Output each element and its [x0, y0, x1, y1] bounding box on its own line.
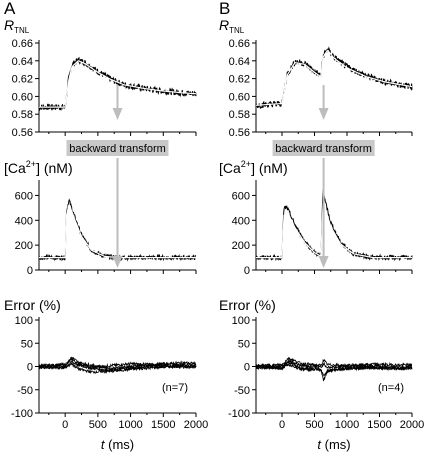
- y-tick-label: 0.58: [12, 109, 33, 121]
- y-tick-label: 0: [244, 362, 250, 374]
- panel-letter: A: [4, 0, 16, 18]
- y-tick-label: 0.62: [12, 74, 33, 86]
- sample-size-note: (n=7): [162, 382, 188, 394]
- y-tick-label: -50: [234, 385, 250, 397]
- series-fit-1: [256, 202, 412, 259]
- y-tick-label: 0.66: [12, 38, 33, 50]
- x-tick-label: 2000: [184, 419, 208, 431]
- x-tick-label: 0: [62, 419, 68, 431]
- series-error-0: [255, 357, 413, 369]
- y-tick-label: -100: [11, 408, 33, 420]
- subplot-1: [Ca2+] (nM) 0 200 400 600: [219, 159, 413, 277]
- transform-arrowhead-lower: [318, 256, 329, 268]
- panel-letter: B: [219, 0, 230, 18]
- series-error-1: [255, 360, 413, 382]
- y-tick-label: 0.58: [229, 109, 250, 121]
- y-tick-label: 0.64: [229, 56, 250, 68]
- y-tick-label: 400: [232, 215, 250, 227]
- transform-arrowhead-upper: [318, 108, 329, 120]
- x-tick-label: 1500: [151, 419, 175, 431]
- subplot-0: RTNL 0.56 0.58 0.60 0.62 0.64 0.66: [4, 17, 197, 139]
- x-axis-label: t (ms): [317, 437, 350, 452]
- y-axis-label: RTNL: [219, 17, 245, 35]
- y-tick-label: 50: [21, 338, 33, 350]
- y-tick-label: -50: [17, 385, 33, 397]
- y-tick-label: 0.56: [229, 127, 250, 139]
- transform-label-box: [272, 140, 375, 156]
- y-tick-label: 600: [15, 190, 33, 202]
- x-tick-label: 0: [279, 419, 285, 431]
- subplot-1: [Ca2+] (nM) 0 200 400 600: [4, 159, 197, 277]
- subplot-0: RTNL 0.56 0.58 0.60 0.62 0.64 0.66: [219, 17, 413, 139]
- x-tick-label: 1000: [118, 419, 142, 431]
- x-tick-label: 500: [305, 419, 323, 431]
- series-measured-0: [255, 189, 413, 262]
- y-tick-label: 0.60: [12, 91, 33, 103]
- y-tick-label: 0.60: [229, 91, 250, 103]
- transform-arrowhead-lower: [112, 256, 123, 268]
- transform-arrowhead-upper: [112, 108, 123, 120]
- y-axis-label: [Ca2+] (nM): [219, 159, 288, 176]
- y-axis-label: Error (%): [4, 297, 61, 313]
- series-fit-1: [255, 49, 413, 106]
- series-error-3: [255, 362, 413, 377]
- y-tick-label: 200: [232, 240, 250, 252]
- y-tick-label: 400: [15, 215, 33, 227]
- y-tick-label: 0.62: [229, 74, 250, 86]
- transform-label-box: [66, 140, 169, 156]
- y-tick-label: 100: [15, 315, 33, 327]
- transform-label: backward transform: [275, 143, 372, 155]
- y-axis-label: Error (%): [219, 297, 276, 313]
- y-tick-label: 100: [232, 315, 250, 327]
- y-tick-label: 50: [238, 338, 250, 350]
- series-fit-1: [39, 60, 196, 108]
- y-axis-label: RTNL: [4, 17, 30, 35]
- sample-size-note: (n=4): [378, 382, 404, 394]
- x-tick-label: 1500: [367, 419, 391, 431]
- x-tick-label: 1000: [335, 419, 359, 431]
- x-axis-label: t (ms): [101, 437, 134, 452]
- y-tick-label: -100: [228, 408, 250, 420]
- x-tick-label: 500: [89, 419, 107, 431]
- y-tick-label: 0: [244, 265, 250, 277]
- y-tick-label: 0: [27, 362, 33, 374]
- y-tick-label: 0.64: [12, 56, 33, 68]
- y-tick-label: 0.66: [229, 38, 250, 50]
- y-tick-label: 0: [27, 265, 33, 277]
- series-error-3: [38, 361, 197, 374]
- x-tick-label: 2000: [400, 419, 424, 431]
- y-tick-label: 200: [15, 240, 33, 252]
- y-tick-label: 0.56: [12, 127, 33, 139]
- y-axis-label: [Ca2+] (nM): [4, 159, 73, 176]
- transform-label: backward transform: [69, 143, 166, 155]
- series-measured-0: [255, 46, 413, 110]
- y-tick-label: 600: [232, 190, 250, 202]
